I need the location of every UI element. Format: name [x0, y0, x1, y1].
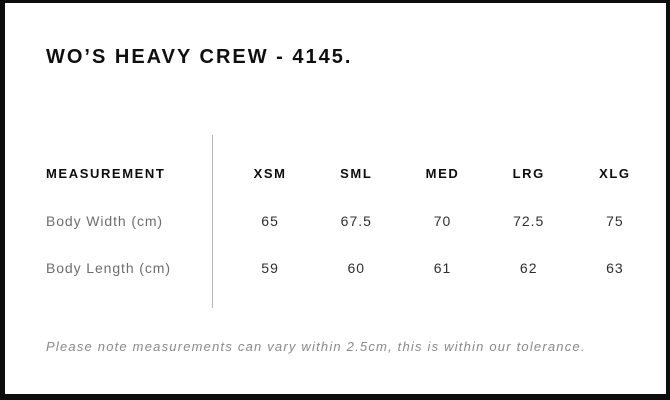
column-header-xsm: XSM: [253, 166, 287, 181]
body-width-med: 70: [433, 212, 452, 229]
body-length-med: 61: [433, 259, 452, 276]
body-width-xsm: 65: [261, 212, 279, 229]
body-width-lrg: 72.5: [513, 212, 545, 229]
page-title: WO’S HEAVY CREW - 4145.: [46, 46, 353, 68]
column-header-lrg: LRG: [512, 166, 545, 181]
body-length-xsm: 59: [261, 259, 279, 276]
body-length-sml: 60: [347, 259, 366, 276]
body-width-xlg: 75: [606, 212, 624, 229]
column-header-med: MED: [425, 166, 460, 181]
body-length-xlg: 63: [606, 259, 624, 276]
row-label-body-length: Body Length (cm): [46, 259, 171, 276]
table-vertical-divider: [212, 135, 213, 308]
tolerance-note: Please note measurements can vary within…: [46, 339, 586, 354]
column-header-measurement: MEASUREMENT: [46, 166, 166, 181]
column-header-xlg: XLG: [599, 166, 631, 181]
body-width-sml: 67.5: [340, 212, 372, 229]
size-table: MEASUREMENT XSM SML MED LRG XLG Body Wid…: [5, 135, 666, 308]
column-header-sml: SML: [340, 166, 373, 181]
body-length-lrg: 62: [519, 259, 538, 276]
row-label-body-width: Body Width (cm): [46, 212, 163, 229]
